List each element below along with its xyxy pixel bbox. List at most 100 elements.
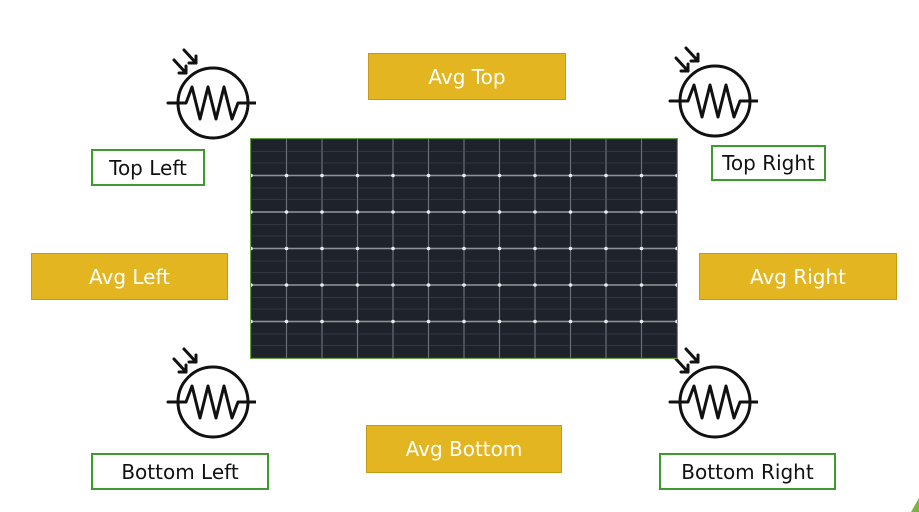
panel-cell (252, 213, 286, 248)
panel-cell (323, 176, 357, 211)
panel-cell (358, 140, 392, 175)
panel-cell (642, 140, 676, 175)
bottom-right-label: Bottom Right (681, 459, 814, 484)
panel-cell (500, 286, 534, 321)
panel-cell (287, 286, 321, 321)
panel-cell (252, 176, 286, 211)
panel-junction-dot (639, 319, 644, 324)
panel-junction-dot (320, 173, 324, 178)
panel-cell (465, 213, 499, 248)
panel-cell (642, 322, 676, 357)
panel-junction-dot (355, 210, 360, 214)
panel-cell (500, 213, 534, 248)
panel-cell (607, 322, 641, 357)
panel-junction-dot (249, 210, 253, 214)
panel-cell (571, 286, 605, 321)
panel-cell (536, 140, 570, 175)
panel-cell (394, 140, 428, 175)
panel-cell (536, 213, 570, 248)
solar-panel-grid (249, 139, 679, 358)
panel-cell (287, 322, 321, 357)
panel-junction-dot (497, 173, 502, 178)
panel-cell (607, 140, 641, 175)
panel-cell (571, 140, 605, 175)
panel-junction-dot (639, 210, 644, 214)
panel-cell (394, 249, 428, 284)
panel-junction-dot (391, 246, 395, 251)
panel-junction-dot (568, 173, 573, 178)
panel-cell (571, 176, 605, 211)
panel-junction-dot (355, 246, 360, 251)
panel-junction-dot (320, 210, 324, 214)
panel-cell (429, 286, 463, 321)
top-right-label: Top Right (722, 151, 815, 175)
panel-cell (465, 176, 499, 211)
panel-cell (642, 249, 676, 284)
panel-cell (465, 286, 499, 321)
panel-cell (429, 140, 463, 175)
panel-cell (642, 176, 676, 211)
panel-cell (642, 286, 676, 321)
panel-cell (429, 213, 463, 248)
panel-cell (500, 322, 534, 357)
panel-cell (500, 176, 534, 211)
panel-cell (465, 249, 499, 284)
panel-junction-dot (462, 210, 466, 214)
panel-junction-dot (391, 173, 395, 178)
panel-junction-dot (604, 173, 608, 178)
panel-cell (607, 176, 641, 211)
corner-accent-decoration (911, 498, 919, 512)
panel-cell (571, 249, 605, 284)
bottom-right-label-box: Bottom Right (659, 453, 836, 490)
panel-cell (252, 322, 286, 357)
panel-junction-dot (320, 246, 324, 251)
panel-junction-dot (284, 283, 289, 287)
avg-top-label: Avg Top (428, 64, 506, 89)
panel-junction-dot (355, 319, 360, 324)
top-right-label-box: Top Right (711, 145, 826, 181)
panel-junction-dot (533, 210, 537, 214)
panel-cell (500, 140, 534, 175)
panel-cell (536, 249, 570, 284)
panel-junction-dot (320, 283, 324, 287)
panel-cell (607, 213, 641, 248)
panel-cell (323, 213, 357, 248)
panel-junction-dot (639, 173, 644, 178)
panel-junction-dot (320, 319, 324, 324)
panel-cell (465, 322, 499, 357)
panel-junction-dot (426, 283, 431, 287)
panel-cell (607, 286, 641, 321)
panel-cell (571, 213, 605, 248)
panel-junction-dot (284, 210, 289, 214)
panel-cell (358, 322, 392, 357)
bottom-left-label-box: Bottom Left (91, 453, 269, 490)
panel-junction-dot (497, 283, 502, 287)
panel-junction-dot (391, 210, 395, 214)
panel-junction-dot (497, 246, 502, 251)
panel-cell (429, 176, 463, 211)
panel-cell (536, 176, 570, 211)
panel-cell (429, 322, 463, 357)
panel-cell (429, 249, 463, 284)
avg-right-label: Avg Right (749, 264, 847, 289)
panel-junction-dot (533, 319, 537, 324)
panel-junction-dot (249, 246, 253, 251)
panel-cell (287, 140, 321, 175)
panel-cell (358, 176, 392, 211)
panel-junction-dot (533, 246, 537, 251)
panel-junction-dot (497, 210, 502, 214)
panel-cell (323, 322, 357, 357)
panel-junction-dot (462, 283, 466, 287)
panel-junction-dot (391, 319, 395, 324)
panel-junction-dot (568, 283, 573, 287)
avg-right-box: Avg Right (699, 253, 897, 300)
panel-junction-dot (284, 319, 289, 324)
panel-junction-dot (533, 283, 537, 287)
panel-cell (252, 140, 286, 175)
panel-junction-dot (391, 283, 395, 287)
panel-junction-dot (462, 173, 466, 178)
top-left-label: Top Left (109, 155, 187, 180)
panel-cell (394, 213, 428, 248)
panel-cell (536, 322, 570, 357)
panel-junction-dot (249, 319, 253, 324)
